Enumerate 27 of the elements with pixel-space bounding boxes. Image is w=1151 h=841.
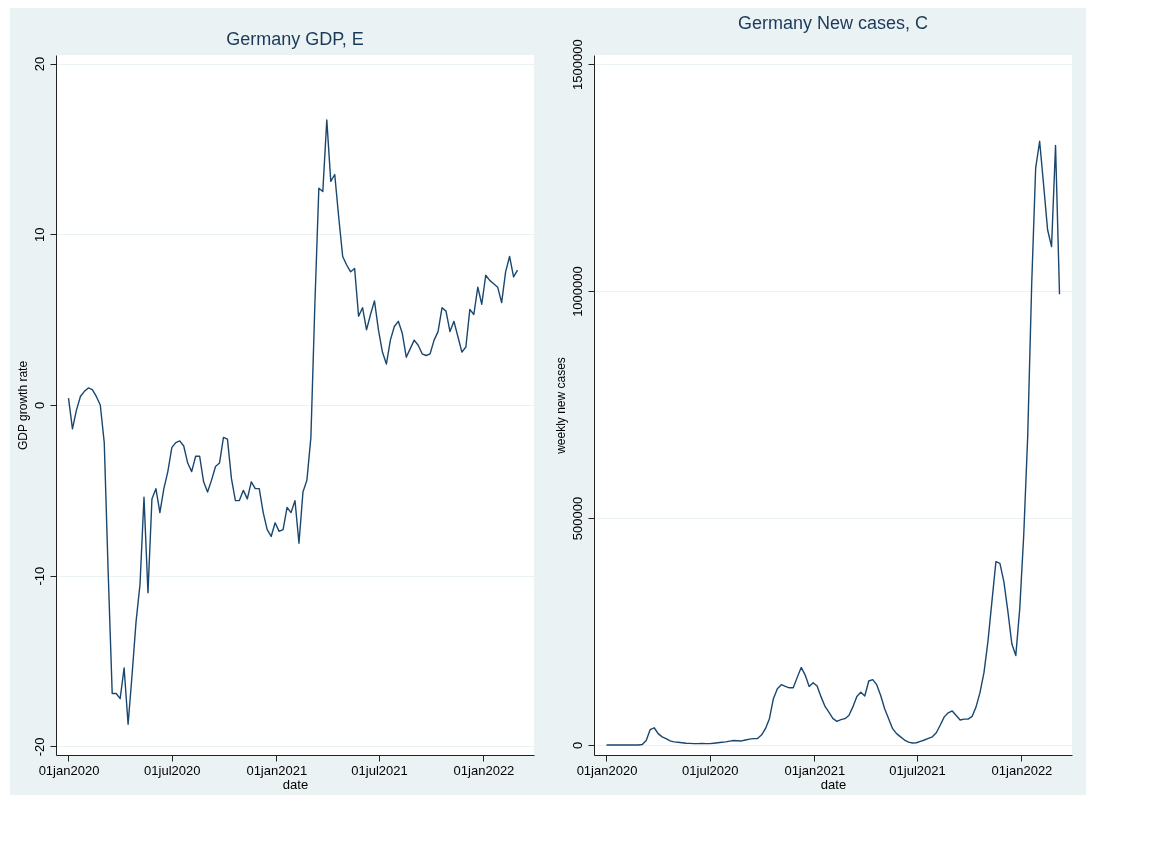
x-tick-label: 01jan2021 [784, 762, 846, 778]
x-tick-label: 01jul2020 [144, 762, 201, 778]
y-tick-label: 0 [569, 741, 585, 750]
x-tick-label: 01jan2020 [38, 762, 100, 778]
line-series [67, 119, 519, 725]
x-axis-title: date [282, 776, 309, 792]
y-tick-label: -10 [31, 566, 47, 586]
x-axis-title: date [820, 776, 847, 792]
y-tick-label: 1000000 [569, 266, 585, 317]
x-tick-label: 01jan2021 [246, 762, 308, 778]
y-tick-label: 10 [31, 227, 47, 242]
x-tick-label: 01jul2020 [682, 762, 739, 778]
y-tick-label: 20 [31, 56, 47, 72]
line-series [605, 140, 1061, 746]
x-tick-label: 01jan2022 [991, 762, 1053, 778]
x-tick-label: 01jan2020 [576, 762, 638, 778]
y-axis-title: weekly new cases [553, 357, 568, 455]
y-axis-title: GDP growth rate [15, 360, 30, 451]
y-tick-label: 1500000 [569, 39, 585, 90]
x-tick-label: 01jan2022 [453, 762, 515, 778]
chart-title: Germany GDP, E [226, 29, 364, 49]
x-tick-label: 01jul2021 [351, 762, 408, 778]
y-tick-label: 500000 [569, 496, 585, 541]
chart-title: Germany New cases, C [737, 12, 929, 33]
y-tick-label: -20 [31, 737, 47, 757]
y-tick-label: 0 [31, 401, 47, 410]
x-tick-label: 01jul2021 [889, 762, 946, 778]
